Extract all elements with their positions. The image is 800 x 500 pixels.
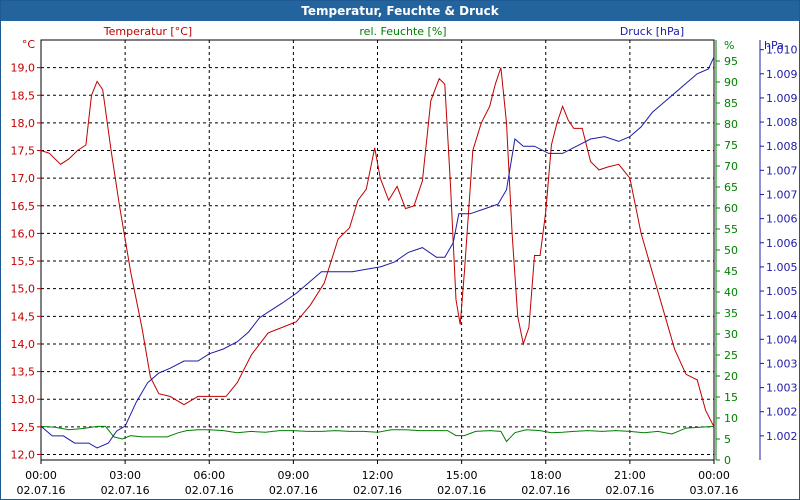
- pressure-tick-label: 1.010: [766, 44, 798, 57]
- temperature-tick-label: 12,0: [11, 448, 36, 461]
- humidity-tick-label: 45: [724, 265, 738, 278]
- pressure-unit-label: hPa: [764, 39, 784, 52]
- humidity-tick-label: 55: [724, 223, 738, 236]
- legend-temperature: Temperatur [°C]: [103, 25, 192, 38]
- humidity-tick-label: 5: [724, 433, 731, 446]
- pressure-tick-label: 1.007: [766, 188, 798, 201]
- pressure-tick-label: 1.008: [766, 116, 798, 129]
- x-tick-time-label: 03:00: [109, 469, 141, 482]
- pressure-tick-label: 1.009: [766, 68, 798, 81]
- x-tick-time-label: 18:00: [530, 469, 562, 482]
- x-tick-time-label: 06:00: [193, 469, 225, 482]
- x-tick-time-label: 15:00: [446, 469, 478, 482]
- temperature-tick-label: 13,0: [11, 393, 36, 406]
- humidity-tick-label: 35: [724, 307, 738, 320]
- humidity-tick-label: 50: [724, 244, 738, 257]
- temperature-tick-label: 13,5: [11, 366, 36, 379]
- x-tick-date-label: 02.07.16: [185, 484, 234, 497]
- pressure-tick-label: 1.004: [766, 309, 798, 322]
- humidity-tick-label: 0: [724, 454, 731, 467]
- pressure-tick-label: 1.006: [766, 213, 798, 226]
- pressure-tick-label: 1.005: [766, 285, 798, 298]
- series-layer: [40, 56, 715, 449]
- x-tick-date-label: 03.07.16: [690, 484, 739, 497]
- series-line-pressure: [40, 56, 715, 449]
- temperature-tick-label: 19,0: [11, 62, 36, 75]
- x-tick-date-label: 02.07.16: [605, 484, 654, 497]
- temperature-tick-label: 16,0: [11, 227, 36, 240]
- series-line-temperature: [40, 67, 715, 428]
- pressure-tick-label: 1.008: [766, 140, 798, 153]
- pressure-tick-label: 1.009: [766, 92, 798, 105]
- pressure-tick-label: 1.005: [766, 261, 798, 274]
- humidity-tick-label: 65: [724, 181, 738, 194]
- temperature-tick-label: 17,0: [11, 172, 36, 185]
- temperature-tick-label: 14,5: [11, 310, 36, 323]
- axes-labels: 12,0 12,5 13,0 13,5 14,0 14,5 15,0 15,5 16,0 16,5…: [11, 25, 798, 497]
- humidity-tick-label: 30: [724, 328, 738, 341]
- temperature-tick-label: 18,5: [11, 89, 36, 102]
- pressure-tick-label: 1.007: [766, 164, 798, 177]
- x-tick-time-label: 12:00: [362, 469, 394, 482]
- humidity-tick-label: 70: [724, 160, 738, 173]
- humidity-tick-label: 10: [724, 412, 738, 425]
- window-title: Temperatur, Feuchte & Druck: [1, 1, 799, 21]
- x-tick-date-label: 02.07.16: [101, 484, 150, 497]
- temperature-tick-label: 17,5: [11, 145, 36, 158]
- x-tick-time-label: 21:00: [614, 469, 646, 482]
- x-tick-time-label: 00:00: [25, 469, 57, 482]
- humidity-tick-label: 40: [724, 286, 738, 299]
- legend-humidity: rel. Feuchte [%]: [359, 25, 446, 38]
- x-tick-date-label: 02.07.16: [353, 484, 402, 497]
- pressure-tick-label: 1.003: [766, 382, 798, 395]
- humidity-tick-label: 75: [724, 139, 738, 152]
- pressure-tick-label: 1.006: [766, 237, 798, 250]
- humidity-tick-label: 80: [724, 118, 738, 131]
- temperature-tick-label: 14,0: [11, 338, 36, 351]
- pressure-tick-label: 1.004: [766, 333, 798, 346]
- humidity-tick-label: 20: [724, 370, 738, 383]
- humidity-tick-label: 95: [724, 55, 738, 68]
- temperature-tick-label: 18,0: [11, 117, 36, 130]
- temperature-tick-label: 15,5: [11, 255, 36, 268]
- humidity-unit-label: %: [724, 39, 734, 52]
- x-tick-date-label: 02.07.16: [521, 484, 570, 497]
- x-tick-date-label: 02.07.16: [437, 484, 486, 497]
- temperature-tick-label: 12,5: [11, 421, 36, 434]
- temperature-unit-label: °C: [22, 38, 36, 51]
- series-line-humidity: [40, 425, 715, 443]
- humidity-tick-label: 85: [724, 97, 738, 110]
- x-tick-date-label: 02.07.16: [269, 484, 318, 497]
- pressure-tick-label: 1.002: [766, 406, 798, 419]
- pressure-tick-label: 1.003: [766, 357, 798, 370]
- temperature-tick-label: 15,0: [11, 283, 36, 296]
- pressure-tick-label: 1.002: [766, 430, 798, 443]
- grid: [41, 40, 714, 460]
- legend-pressure: Druck [hPa]: [620, 25, 684, 38]
- humidity-tick-label: 25: [724, 349, 738, 362]
- x-tick-time-label: 09:00: [278, 469, 310, 482]
- x-tick-time-label: 00:00: [698, 469, 730, 482]
- x-tick-date-label: 02.07.16: [17, 484, 66, 497]
- humidity-tick-label: 15: [724, 391, 738, 404]
- humidity-tick-label: 90: [724, 76, 738, 89]
- temperature-tick-label: 16,5: [11, 200, 36, 213]
- humidity-tick-label: 60: [724, 202, 738, 215]
